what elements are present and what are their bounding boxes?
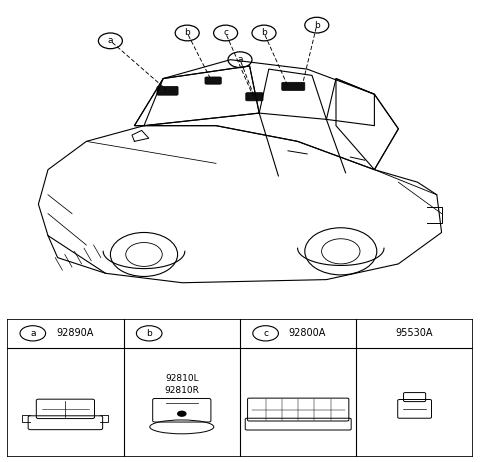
FancyBboxPatch shape bbox=[282, 82, 305, 91]
Text: 92890A: 92890A bbox=[56, 328, 94, 338]
Text: 92810L
92810R: 92810L 92810R bbox=[164, 374, 199, 395]
Circle shape bbox=[178, 411, 186, 416]
Text: b: b bbox=[314, 21, 320, 30]
Text: b: b bbox=[184, 29, 190, 37]
Text: a: a bbox=[108, 36, 113, 45]
Text: b: b bbox=[146, 329, 152, 338]
Text: 95530A: 95530A bbox=[396, 328, 433, 338]
Text: a: a bbox=[237, 55, 243, 64]
FancyBboxPatch shape bbox=[205, 77, 221, 84]
Text: c: c bbox=[263, 329, 268, 338]
Text: b: b bbox=[261, 29, 267, 37]
FancyBboxPatch shape bbox=[246, 93, 263, 101]
Text: a: a bbox=[30, 329, 36, 338]
FancyBboxPatch shape bbox=[157, 86, 178, 95]
Text: c: c bbox=[223, 29, 228, 37]
Text: 92800A: 92800A bbox=[289, 328, 326, 338]
